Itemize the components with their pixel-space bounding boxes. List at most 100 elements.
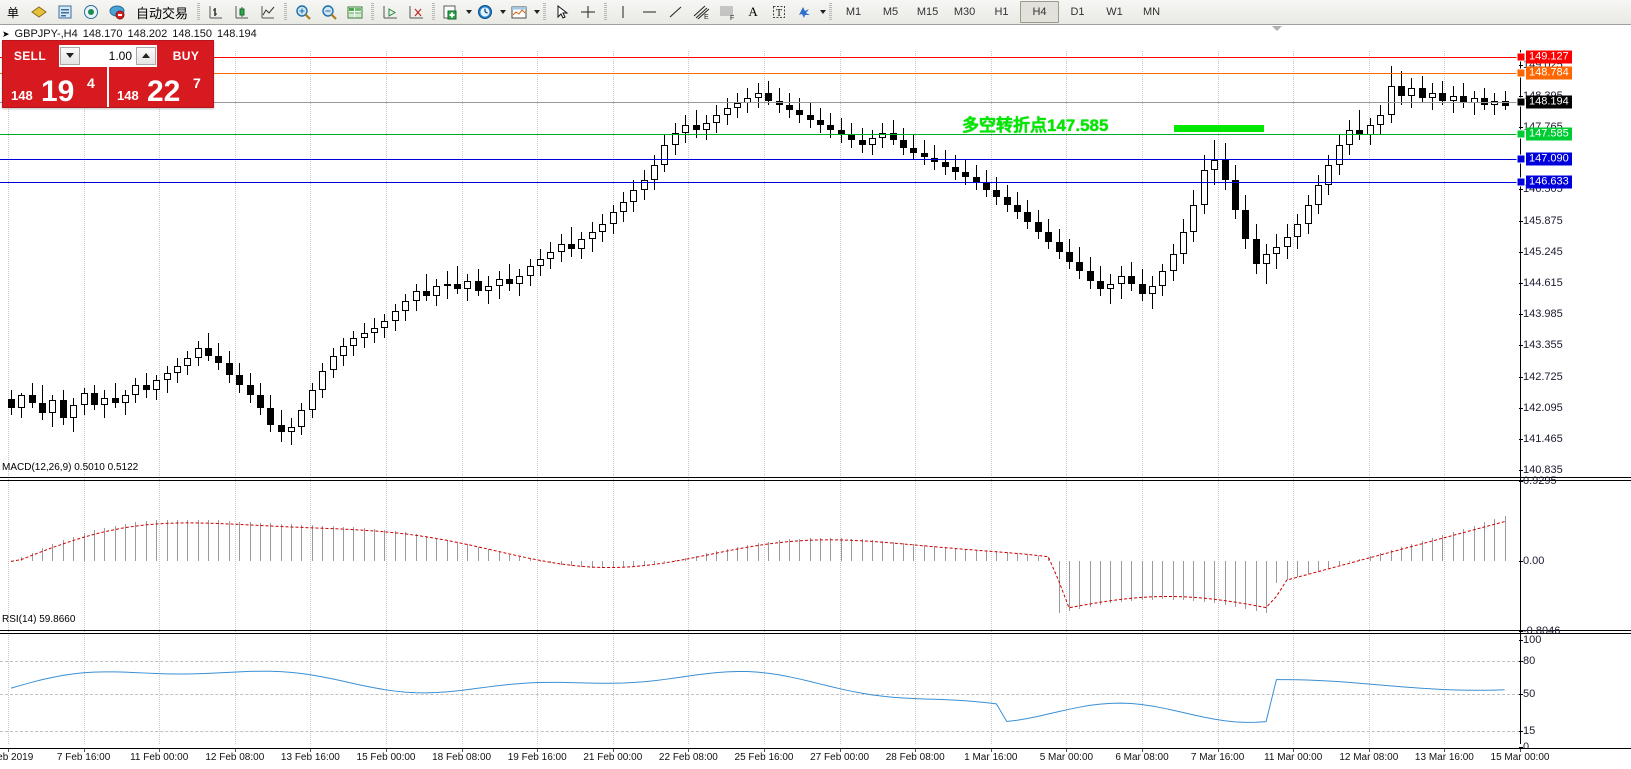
label-icon[interactable]: T — [766, 1, 792, 23]
candle-body — [993, 189, 1001, 198]
buy-price-prefix: 148 — [117, 88, 139, 103]
one-click-trading-panel[interactable]: SELL 1.00 BUY 148 19 4 148 22 7 — [2, 40, 214, 108]
sell-quote[interactable]: 148 19 4 — [3, 67, 107, 107]
candle-body — [1429, 93, 1437, 99]
candle-body — [277, 424, 285, 433]
candlestick — [516, 25, 524, 477]
price-level-line[interactable] — [0, 159, 1524, 160]
price-level-line[interactable] — [0, 134, 1524, 135]
volume-input[interactable]: 1.00 — [59, 44, 157, 67]
order-icon[interactable]: 单 — [6, 5, 19, 20]
cursor-icon[interactable] — [549, 1, 575, 23]
price-level-line[interactable] — [0, 73, 1524, 74]
price-level-line[interactable] — [0, 182, 1524, 183]
level-drag-handle[interactable] — [1516, 52, 1526, 62]
candle-wick — [809, 103, 811, 128]
equidistant-channel-icon[interactable]: E — [688, 1, 714, 23]
autotrade-icon[interactable] — [104, 1, 130, 23]
chart-area[interactable]: 149.025148.395147.765146.505145.875145.2… — [0, 25, 1631, 769]
price-level-line[interactable] — [0, 102, 1524, 103]
toolbar-separator — [284, 3, 288, 21]
candlestick — [381, 25, 389, 477]
buy-quote[interactable]: 148 22 7 — [107, 67, 213, 107]
candlestick — [1314, 25, 1322, 477]
candlestick — [1283, 25, 1291, 477]
chevron-down-icon[interactable] — [500, 10, 507, 14]
chevron-down-icon[interactable] — [534, 10, 541, 14]
timeframe-mn[interactable]: MN — [1142, 6, 1161, 18]
market-watch-icon[interactable] — [342, 1, 368, 23]
candle-body — [1211, 159, 1219, 170]
candlestick — [80, 25, 88, 477]
bar-chart-icon[interactable] — [203, 1, 229, 23]
grid-line-vertical — [612, 51, 614, 744]
level-drag-handle[interactable] — [1516, 68, 1526, 78]
level-drag-handle[interactable] — [1516, 97, 1526, 107]
fibonacci-icon[interactable]: F — [714, 1, 740, 23]
timeframe-m1[interactable]: M1 — [845, 6, 862, 18]
pane-separator — [0, 480, 1631, 481]
candle-body — [599, 224, 607, 232]
rsi-tick: 80 — [1518, 655, 1536, 668]
level-drag-handle[interactable] — [1516, 177, 1526, 187]
time-label: 28 Feb 08:00 — [885, 752, 945, 763]
candlestick — [1169, 25, 1177, 477]
price-level-tag[interactable]: 147.090 — [1526, 152, 1572, 166]
timeframe-w1[interactable]: W1 — [1106, 6, 1123, 18]
crosshair-icon[interactable] — [575, 1, 601, 23]
chevron-down-icon[interactable] — [820, 10, 827, 14]
shift-chart-icon[interactable] — [377, 1, 403, 23]
indicators-icon[interactable] — [506, 1, 532, 23]
timeframe-d1[interactable]: D1 — [1070, 6, 1085, 18]
chart-shift-marker-icon[interactable] — [1272, 26, 1282, 31]
candle-body — [329, 355, 337, 371]
candle-wick — [851, 122, 853, 148]
hline-icon[interactable] — [636, 1, 662, 23]
level-drag-handle[interactable] — [1516, 154, 1526, 164]
volume-increment-button[interactable] — [136, 46, 156, 65]
new-order-icon[interactable] — [26, 1, 52, 23]
price-level-tag[interactable]: 147.585 — [1526, 127, 1572, 141]
price-level-line[interactable] — [0, 57, 1524, 58]
sell-button[interactable]: SELL — [13, 48, 47, 63]
volume-value[interactable]: 1.00 — [108, 48, 132, 63]
objects-icon[interactable] — [792, 1, 818, 23]
zoom-out-icon[interactable] — [316, 1, 342, 23]
candlestick — [246, 25, 254, 477]
autotrade-label[interactable]: 自动交易 — [136, 5, 189, 21]
navigator-icon[interactable] — [78, 1, 104, 23]
price-level-tag[interactable]: 146.633 — [1526, 175, 1572, 189]
candle-body — [536, 259, 544, 267]
volume-dropdown-button[interactable] — [60, 46, 80, 65]
vline-icon[interactable] — [610, 1, 636, 23]
data-window-icon[interactable] — [52, 1, 78, 23]
templates-icon[interactable] — [438, 1, 464, 23]
level-drag-handle[interactable] — [1516, 129, 1526, 139]
candle-body — [288, 427, 296, 433]
price-level-tag[interactable]: 149.127 — [1526, 50, 1572, 64]
timeframe-h1[interactable]: H1 — [994, 6, 1009, 18]
buy-button[interactable]: BUY — [172, 48, 200, 63]
text-icon[interactable]: A — [748, 4, 758, 19]
timeframe-h4[interactable]: H4 — [1020, 1, 1060, 23]
price-axis[interactable]: 149.025148.395147.765146.505145.875145.2… — [0, 25, 1631, 769]
chevron-down-icon[interactable] — [466, 10, 473, 14]
candlestick — [1159, 25, 1167, 477]
price-level-tag[interactable]: 148.194 — [1526, 95, 1572, 109]
auto-scroll-icon[interactable] — [403, 1, 429, 23]
period-icon[interactable] — [472, 1, 498, 23]
timeframe-m30[interactable]: M30 — [953, 6, 976, 18]
line-chart-icon[interactable] — [255, 1, 281, 23]
candlestick — [765, 25, 773, 477]
candlestick — [1024, 25, 1032, 477]
zoom-in-icon[interactable] — [290, 1, 316, 23]
candlestick — [1242, 25, 1250, 477]
timeframe-m5[interactable]: M5 — [882, 6, 899, 18]
candlestick — [495, 25, 503, 477]
time-axis[interactable]: 6 Feb 2019 7 Feb 16:00 11 Feb 00:00 12 Feb … — [0, 748, 1631, 769]
price-level-tag[interactable]: 148.784 — [1526, 66, 1572, 80]
trendline-icon[interactable] — [662, 1, 688, 23]
price-tick: 140.835 — [1519, 464, 1563, 477]
timeframe-m15[interactable]: M15 — [916, 6, 939, 18]
candlestick-icon[interactable] — [229, 1, 255, 23]
